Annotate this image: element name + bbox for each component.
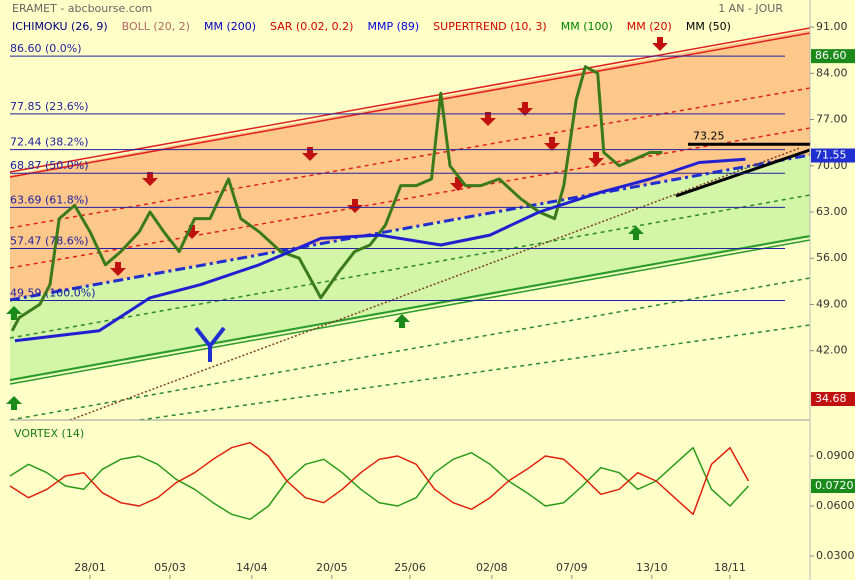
data-line [9,446,750,521]
x-tick-label: 07/09 [556,561,588,574]
x-tick-label: 28/01 [74,561,106,574]
price-badge [811,392,855,406]
y-tick-label: 42.00 [816,344,848,357]
sell-arrow [347,199,363,213]
fib-label: 68.87 (50.0%) [10,159,89,172]
x-tick-label: 18/11 [714,561,746,574]
y-tick-label: 0.0900 [816,449,855,462]
y-tick-label: 77.00 [816,113,848,126]
channel-decor [9,0,811,580]
indicator-label: MM (20) [627,20,672,33]
x-tick-label: 25/06 [394,561,426,574]
y-tick-label: 56.00 [816,251,848,264]
badge-label: 86.60 [815,49,847,62]
price-badge [811,479,855,493]
chart-subtitle: 1 AN - JOUR [718,2,783,15]
y-tick-label: 63.00 [816,205,848,218]
sell-arrow [544,137,560,151]
annotation-label: 73.25 [693,129,725,142]
indicator-label: SAR (0.02, 0.2) [270,20,353,33]
indicator-label: MM (50) [686,20,731,33]
panel-title: VORTEX (14) [14,427,84,440]
price-badge [811,148,855,163]
x-tick-label: 13/10 [636,561,668,574]
price-badge [811,49,855,64]
buy-arrow [628,226,644,240]
data-line [9,441,750,516]
x-tick-label: 20/05 [316,561,348,574]
indicator-label: ICHIMOKU (26, 9) [12,20,108,33]
indicator-label: MMP (89) [367,20,419,33]
fib-label: 57.47 (78.6%) [10,235,89,248]
x-tick-label: 14/04 [236,561,268,574]
indicator-label: MM (100) [561,20,613,33]
sell-arrow [450,177,466,191]
indicator-label: SUPERTREND (10, 3) [433,20,547,33]
signal-arrows [6,37,668,410]
fib-label: 86.60 (0.0%) [10,42,82,55]
y-tick-label: 0.0300 [816,549,855,562]
buy-arrow [6,306,22,320]
sell-arrow [517,102,533,116]
x-tick-label: 02/08 [476,561,508,574]
badge-label: 34.68 [815,392,847,405]
fib-label: 77.85 (23.6%) [10,100,89,113]
buy-arrow [394,314,410,328]
sell-arrow [480,112,496,126]
data-line [10,65,663,332]
data-line [14,157,746,343]
badge-label: 71.55 [815,149,847,162]
sell-arrow [142,172,158,186]
fib-label: 72.44 (38.2%) [10,136,89,149]
buy-arrow [6,396,22,410]
y-tick-label: 91.00 [816,20,848,33]
x-tick-label: 05/03 [154,561,186,574]
sell-arrow [184,225,200,239]
badge-label: 0.0720 [815,479,854,492]
sell-arrow [652,37,668,51]
indicator-label: MM (200) [204,20,256,33]
sell-arrow [302,147,318,161]
chart-title: ERAMET - abcbourse.com [12,2,152,15]
fib-label: 63.69 (61.8%) [10,193,89,206]
sell-arrow [110,262,126,276]
fib-label: 49.59 (100.0%) [10,287,96,300]
y-tick-label: 0.0600 [816,499,855,512]
y-tick-label: 49.00 [816,297,848,310]
sell-arrow [588,152,604,166]
y-tick-label: 84.00 [816,66,848,79]
indicator-label: BOLL (20, 2) [122,20,190,33]
